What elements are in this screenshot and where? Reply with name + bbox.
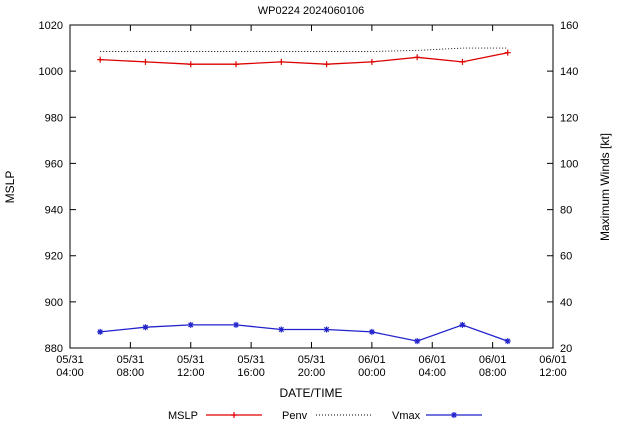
x-tick-label-time: 12:00 (177, 367, 205, 379)
legend-asterisk-marker-icon (451, 412, 457, 418)
x-axis-label: DATE/TIME (279, 386, 342, 400)
x-tick-label-date: 05/31 (237, 354, 265, 366)
series-markers-vmax (97, 321, 511, 345)
series-line-penv (100, 47, 508, 52)
x-tick-label-date: 06/01 (418, 354, 446, 366)
legend-label-mslp: MSLP (168, 410, 198, 422)
x-tick-label-time: 00:00 (358, 367, 386, 379)
y-left-tick-label: 1020 (39, 20, 63, 32)
series-line-vmax (100, 324, 508, 342)
y-left-tick-label: 940 (45, 205, 63, 217)
legend-label-penv: Penv (282, 410, 308, 422)
x-tick-label-time: 20:00 (298, 367, 326, 379)
y-right-tick-label: 140 (560, 66, 578, 78)
x-tick-label-date: 06/01 (539, 354, 567, 366)
y-right-tick-label: 100 (560, 158, 578, 170)
y-right-tick-label: 160 (560, 20, 578, 32)
x-tick-label-date: 05/31 (298, 354, 326, 366)
plot-frame (69, 24, 554, 349)
x-tick-label-date: 05/31 (117, 354, 145, 366)
y-left-tick-label: 920 (45, 251, 63, 263)
y-right-tick-label: 40 (560, 297, 572, 309)
x-tick-label-time: 08:00 (117, 367, 145, 379)
y-right-tick-label: 120 (560, 112, 578, 124)
legend-plus-marker-icon (231, 412, 237, 418)
x-tick-label-time: 04:00 (418, 367, 446, 379)
y-left-tick-label: 1000 (39, 66, 63, 78)
legend-label-vmax: Vmax (392, 410, 421, 422)
y-left-tick-label: 880 (45, 343, 63, 355)
y-left-axis-label: MSLP (3, 171, 17, 204)
x-tick-label-date: 06/01 (479, 354, 507, 366)
x-tick-label-date: 06/01 (358, 354, 386, 366)
y-right-axis-label: Maximum Winds [kt] (598, 133, 612, 241)
y-right-tick-label: 80 (560, 205, 572, 217)
series-line-mslp (100, 52, 508, 65)
y-left-tick-label: 960 (45, 158, 63, 170)
y-right-tick-label: 20 (560, 343, 572, 355)
y-left-tick-label: 980 (45, 112, 63, 124)
x-tick-label-date: 05/31 (177, 354, 205, 366)
x-tick-label-time: 04:00 (56, 367, 84, 379)
x-tick-label-time: 08:00 (479, 367, 507, 379)
x-tick-label-time: 12:00 (539, 367, 567, 379)
plot-area: 880 20 900 40 920 60 940 80 960 100 980 120 1000 140 1… (39, 20, 579, 379)
y-right-tick-label: 60 (560, 251, 572, 263)
x-tick-label-time: 16:00 (237, 367, 265, 379)
x-tick-label-date: 05/31 (56, 354, 84, 366)
chart-legend: MSLP Penv Vmax (168, 410, 482, 422)
chart-title: WP0224 2024060106 (258, 5, 364, 17)
y-left-tick-label: 900 (45, 297, 63, 309)
series-markers-mslp (97, 49, 511, 68)
